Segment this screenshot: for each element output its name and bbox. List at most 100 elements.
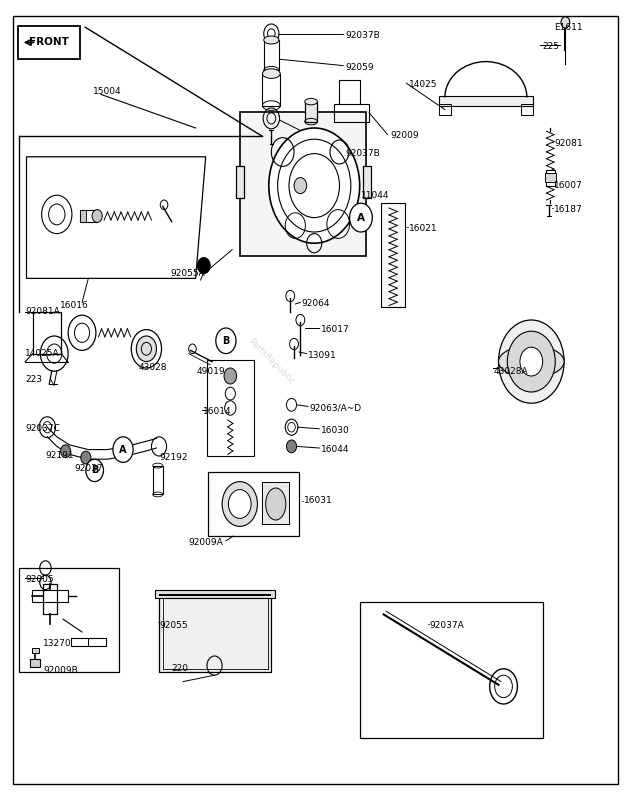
Text: 92037C: 92037C [25,424,60,434]
Text: 43028: 43028 [139,363,167,373]
Bar [159,594,271,672]
Polygon shape [159,594,271,596]
Circle shape [136,336,156,362]
Bar [546,170,555,186]
Ellipse shape [262,69,280,78]
Circle shape [222,482,257,526]
Text: 16016: 16016 [60,301,89,310]
Text: 92063/A~D: 92063/A~D [309,403,362,413]
Circle shape [507,331,555,392]
Bar [30,659,40,667]
Text: 16014: 16014 [203,406,232,416]
Text: 16007: 16007 [554,181,583,190]
Text: 92055A: 92055A [170,269,205,278]
Bar [32,648,39,653]
Bar [264,40,279,70]
Bar [32,590,68,602]
Text: B: B [222,336,230,346]
Text: 16021: 16021 [409,224,437,234]
Text: 220: 220 [172,664,189,674]
Bar [236,166,244,198]
Bar [262,74,280,106]
Bar [33,312,61,354]
Bar [43,584,57,614]
Text: PartsRepublic: PartsRepublic [246,337,297,386]
Bar [363,166,371,198]
Ellipse shape [264,36,279,44]
Text: 49019: 49019 [197,366,225,376]
Bar [334,104,369,122]
Bar [439,104,451,115]
Text: 92055: 92055 [159,621,187,630]
Bar [207,360,254,456]
Text: B: B [91,466,98,475]
Text: 92081: 92081 [554,139,582,149]
Text: 16187: 16187 [554,205,583,214]
Circle shape [61,445,71,458]
Text: 15004: 15004 [93,86,122,96]
Text: 92009B: 92009B [43,666,78,675]
Circle shape [561,17,570,28]
Text: 11044: 11044 [361,190,389,200]
Text: 92064: 92064 [302,299,330,309]
Bar [208,472,299,536]
Circle shape [520,347,543,376]
Text: 92192: 92192 [159,453,187,462]
Bar [360,602,543,738]
Text: 16017: 16017 [321,325,350,334]
Ellipse shape [498,346,564,378]
Text: 16031: 16031 [304,496,333,506]
Circle shape [92,210,102,222]
Text: 92009: 92009 [390,131,418,141]
Text: 92191: 92191 [45,451,74,461]
Text: A: A [357,213,365,222]
Text: 223: 223 [25,374,42,384]
Circle shape [498,320,564,403]
Bar [153,466,163,494]
Circle shape [113,437,133,462]
Bar [19,568,119,672]
Text: A: A [119,445,127,454]
Bar [305,102,317,122]
Circle shape [286,440,297,453]
FancyBboxPatch shape [18,26,80,59]
Bar [80,210,86,222]
Text: 14025A: 14025A [25,349,60,358]
Text: E1611: E1611 [554,23,582,33]
Text: 92009A: 92009A [188,538,223,547]
Text: 92005: 92005 [25,574,54,584]
Circle shape [224,368,237,384]
Text: 92059: 92059 [346,62,374,72]
Circle shape [198,258,210,274]
Text: 92037A: 92037A [429,621,464,630]
Text: 13091: 13091 [308,350,337,360]
Text: 92037B: 92037B [346,149,380,158]
Circle shape [81,451,91,464]
Text: 13270: 13270 [43,638,71,648]
Text: 16030: 16030 [321,426,350,435]
Circle shape [350,203,372,232]
Text: 43028A: 43028A [493,366,528,376]
Bar [381,203,405,307]
Bar [240,112,366,256]
Bar [155,590,275,598]
Bar [439,96,533,106]
Circle shape [86,459,103,482]
Circle shape [216,328,236,354]
Circle shape [289,154,339,218]
Circle shape [294,178,307,194]
Text: 16044: 16044 [321,445,349,454]
Text: 225: 225 [543,42,560,51]
Text: FRONT: FRONT [28,38,69,47]
Text: 14025: 14025 [409,80,437,90]
Circle shape [269,128,360,243]
Ellipse shape [266,488,286,520]
Ellipse shape [305,98,317,105]
Bar [521,104,533,115]
Text: 92037B: 92037B [346,30,380,40]
Bar [545,173,556,182]
Bar [262,482,289,524]
Circle shape [228,490,251,518]
Text: 92081A: 92081A [25,307,60,317]
Text: 92037: 92037 [74,464,103,474]
